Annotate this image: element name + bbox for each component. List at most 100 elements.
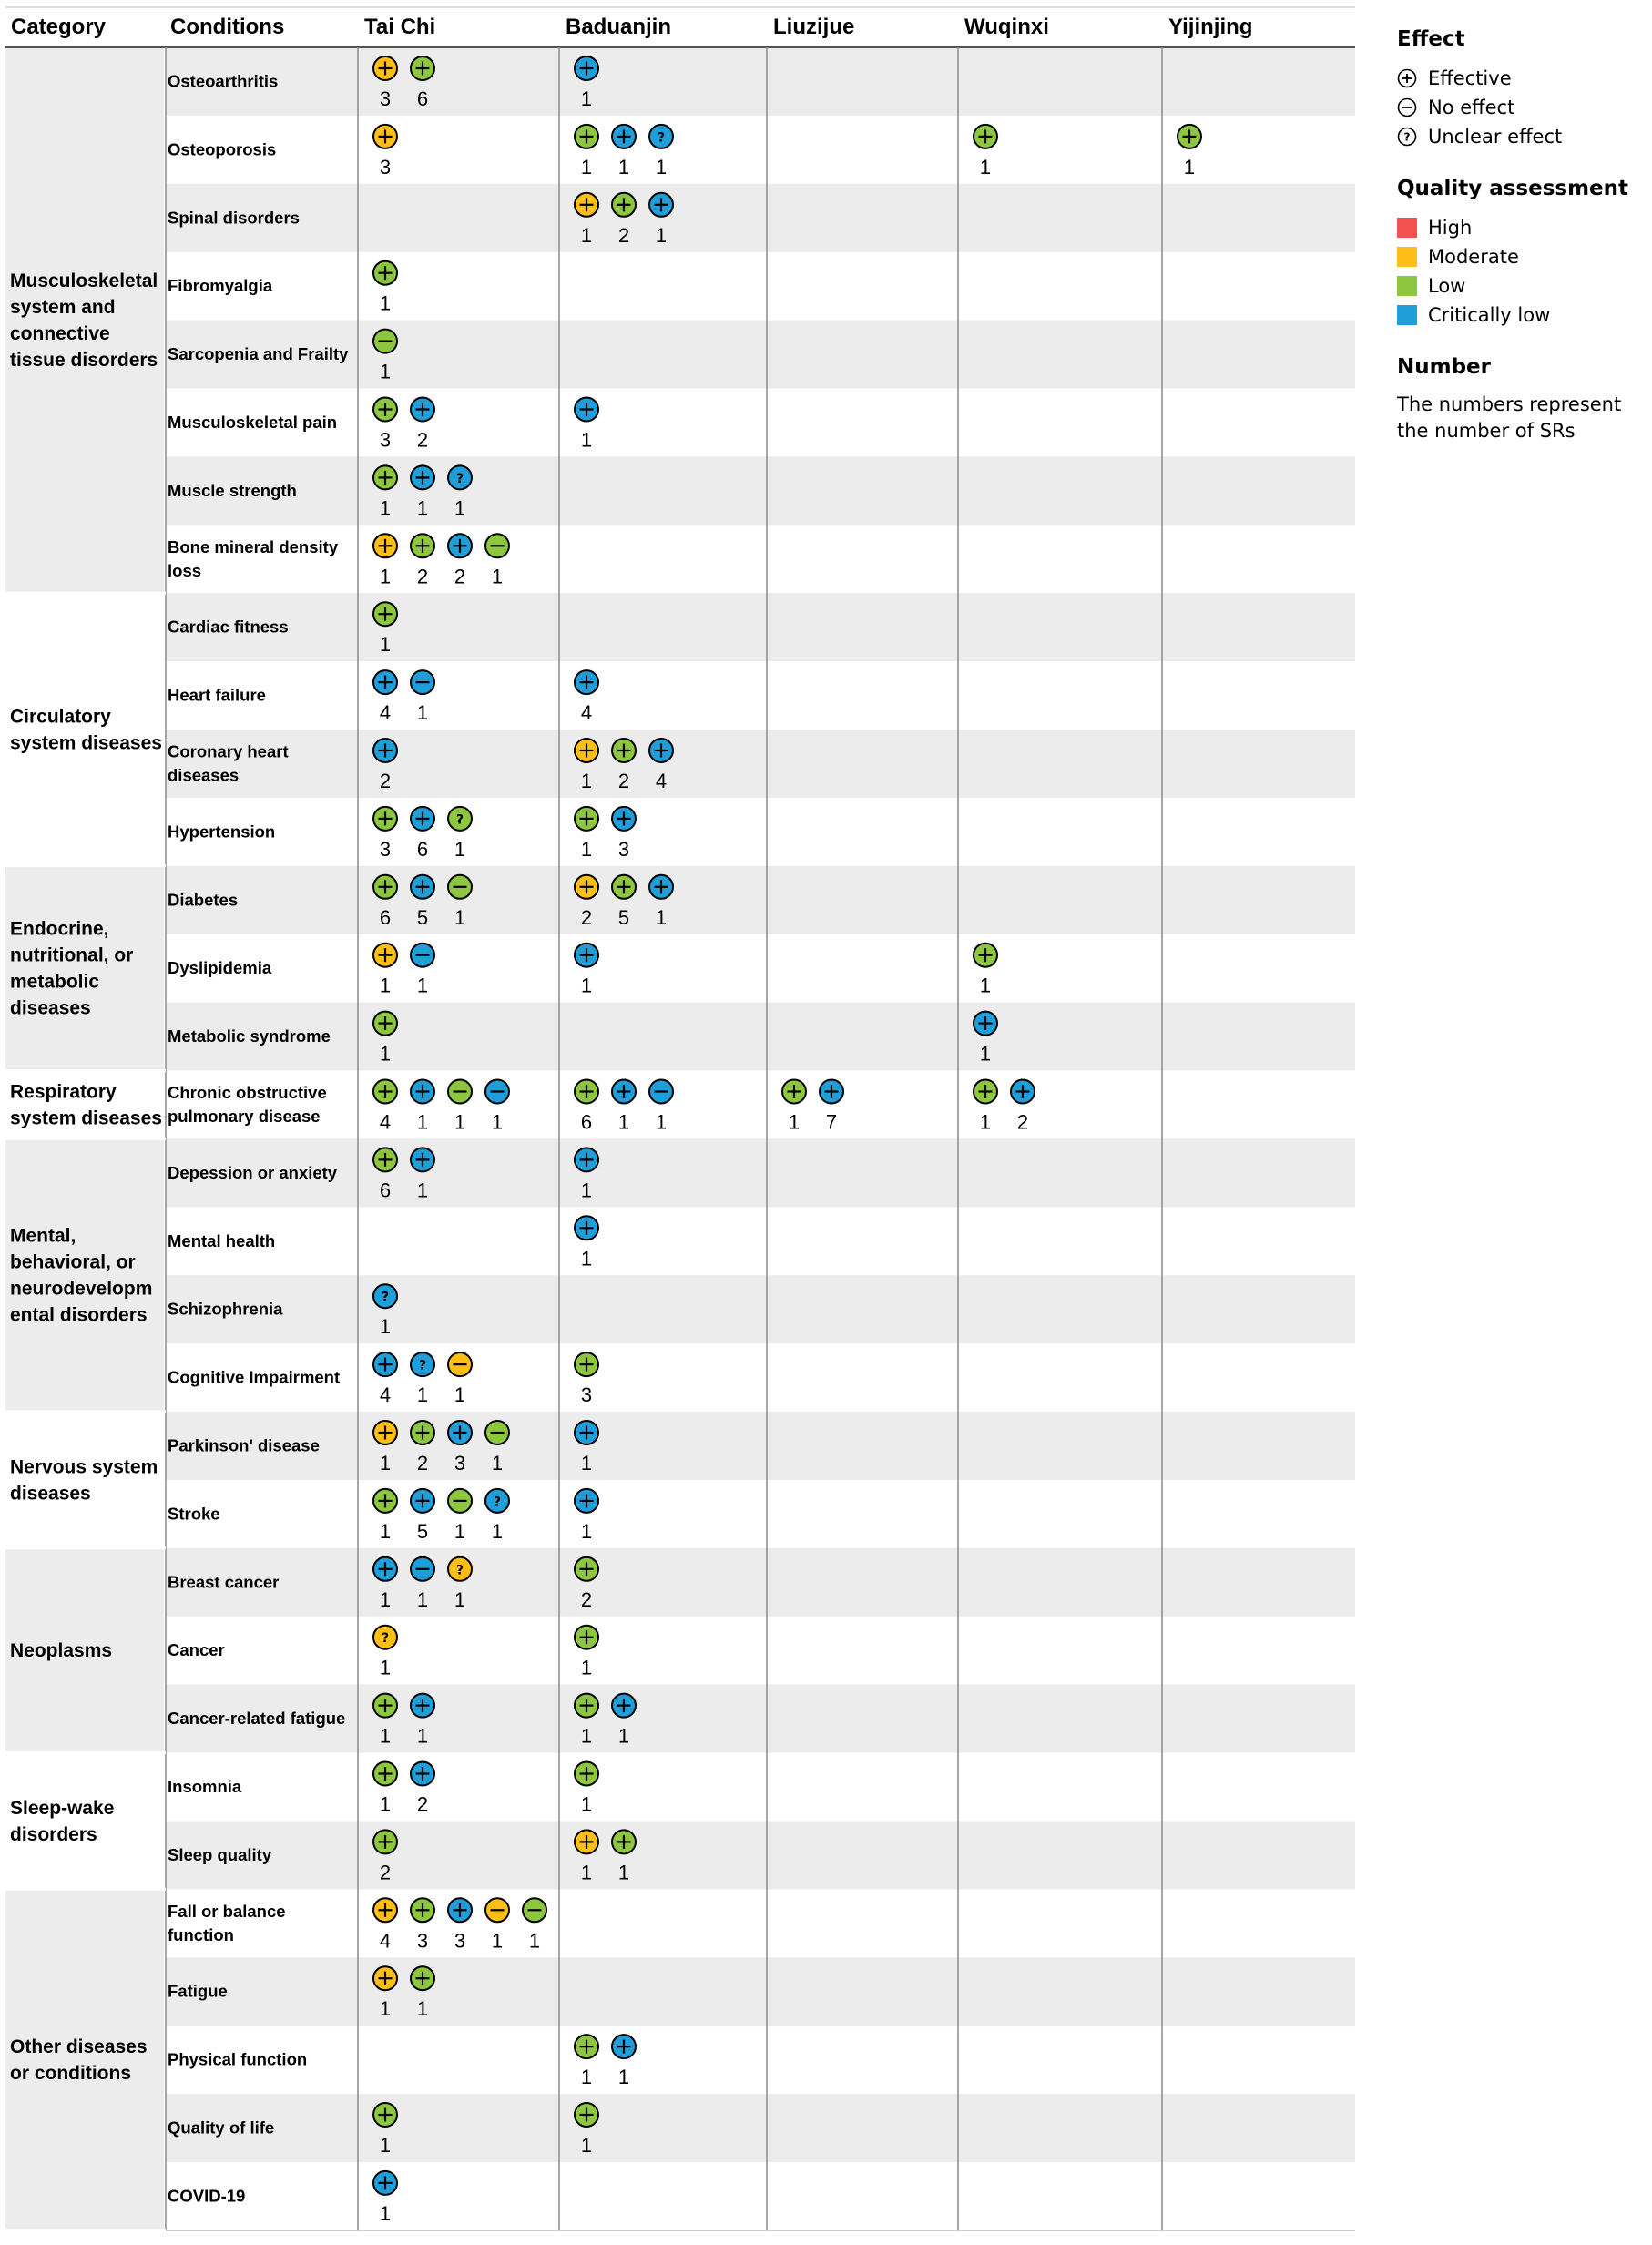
sr-count: 4: [380, 1929, 391, 1952]
category-label: Sleep-wake: [10, 1798, 114, 1819]
quality-swatch: [1397, 276, 1417, 296]
legend-quality-label: Moderate: [1428, 246, 1519, 268]
category-label: Respiratory: [10, 1081, 117, 1102]
sr-count: 1: [980, 1043, 991, 1066]
sr-count: 3: [581, 1383, 592, 1406]
sr-count: 4: [581, 701, 592, 724]
legend-number-title: Number: [1397, 355, 1491, 379]
row-shade: [166, 1684, 1355, 1753]
sr-count: 6: [581, 1111, 592, 1134]
legend-effect-title: Effect: [1397, 27, 1465, 51]
sr-count: 1: [581, 156, 592, 179]
sr-count: 1: [581, 1657, 592, 1679]
sr-count: 1: [417, 975, 428, 997]
header-conditions: Conditions: [170, 15, 284, 39]
category-label: ental disorders: [10, 1305, 148, 1326]
category-label: Other diseases: [10, 2036, 148, 2057]
condition-label: Breast cancer: [168, 1572, 279, 1591]
row-shade: [166, 183, 1355, 252]
category-shade: [5, 1889, 164, 2230]
header-category: Category: [11, 15, 107, 39]
condition-label: loss: [168, 561, 201, 580]
sr-count: 1: [454, 1383, 465, 1406]
sr-count: 3: [380, 87, 391, 110]
condition-label: Sleep quality: [168, 1845, 272, 1864]
condition-label: Hypertension: [168, 821, 275, 841]
sr-count: 5: [618, 906, 629, 929]
row-shade: [166, 1275, 1355, 1344]
condition-label: Chronic obstructive: [168, 1083, 327, 1102]
sr-count: 1: [417, 1383, 428, 1406]
sr-count: 2: [1017, 1111, 1028, 1134]
row-shade: [166, 730, 1355, 798]
sr-count: 1: [417, 1997, 428, 2020]
quality-swatch: [1397, 305, 1417, 325]
sr-count: 1: [380, 1452, 391, 1475]
condition-label: COVID-19: [168, 2186, 245, 2205]
condition-label: Metabolic syndrome: [168, 1026, 331, 1046]
sr-count: 1: [417, 1588, 428, 1611]
condition-label: Musculoskeletal pain: [168, 413, 337, 432]
sr-count: 1: [581, 1520, 592, 1543]
sr-count: 1: [529, 1929, 540, 1952]
unclear-mark: ?: [456, 1563, 464, 1577]
effective-icon: [1397, 68, 1417, 88]
sr-count: 6: [380, 906, 391, 929]
sr-count: 1: [417, 1111, 428, 1134]
sr-count: 4: [380, 1111, 391, 1134]
sr-count: 1: [492, 565, 503, 587]
category-label: tissue disorders: [10, 350, 158, 371]
condition-label: Cardiac fitness: [168, 617, 289, 637]
sr-count: 3: [380, 838, 391, 861]
sr-count: 1: [380, 1997, 391, 2020]
sr-count: 1: [380, 975, 391, 997]
sr-count: 1: [581, 1725, 592, 1748]
sr-count: 1: [789, 1111, 800, 1134]
sr-count: 1: [380, 565, 391, 587]
quality-swatch: [1397, 218, 1417, 238]
sr-count: 1: [656, 906, 667, 929]
sr-count: 2: [581, 1588, 592, 1611]
legend-quality-label: Low: [1428, 275, 1466, 297]
condition-label: Cognitive Impairment: [168, 1368, 340, 1387]
legend: Effect Effective No effect ? Unclear eff…: [1397, 27, 1643, 444]
legend-effect-unclear: ? Unclear effect: [1397, 122, 1643, 151]
category-label: Nervous system: [10, 1456, 158, 1477]
condition-label: Spinal disorders: [168, 208, 300, 227]
condition-label: Mental health: [168, 1231, 275, 1250]
condition-label: Fibromyalgia: [168, 276, 273, 295]
sr-count: 1: [380, 2202, 391, 2225]
condition-label: Physical function: [168, 2050, 307, 2069]
sr-count: 3: [417, 1929, 428, 1952]
sr-count: 3: [618, 838, 629, 861]
sr-count: 1: [656, 156, 667, 179]
condition-label: Muscle strength: [168, 481, 297, 500]
condition-label: Cancer-related fatigue: [168, 1709, 345, 1728]
sr-count: 1: [980, 975, 991, 997]
evidence-mark: [484, 1487, 510, 1514]
sr-count: 1: [492, 1520, 503, 1543]
row-shade: [166, 1821, 1355, 1890]
category-label: nutritional, or: [10, 945, 133, 966]
category-label: Circulatory: [10, 707, 111, 728]
sr-count: 2: [417, 1793, 428, 1816]
legend-effect-label: Effective: [1428, 67, 1512, 89]
row-shade: [166, 456, 1355, 526]
condition-label: Osteoarthritis: [168, 71, 278, 90]
condition-label: pulmonary disease: [168, 1107, 321, 1126]
legend-quality-low: Low: [1397, 271, 1643, 301]
sr-count: 7: [826, 1111, 837, 1134]
category-label: system and: [10, 297, 116, 318]
sr-count: 1: [581, 975, 592, 997]
condition-label: Osteoporosis: [168, 139, 276, 158]
category-label: or conditions: [10, 2063, 131, 2084]
legend-effect-label: Unclear effect: [1428, 126, 1563, 148]
category-label: behavioral, or: [10, 1252, 136, 1273]
evidence-mark: [372, 1624, 398, 1650]
sr-count: 1: [492, 1452, 503, 1475]
sr-count: 1: [454, 906, 465, 929]
legend-quality-critically-low: Critically low: [1397, 301, 1643, 330]
category-label: diseases: [10, 998, 91, 1019]
sr-count: 1: [618, 1725, 629, 1748]
